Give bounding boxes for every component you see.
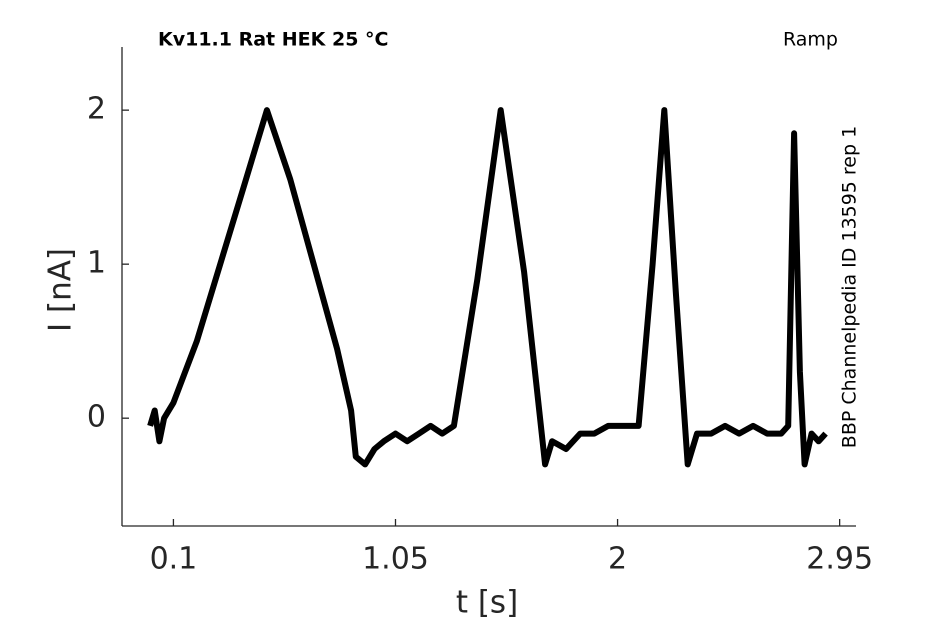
line-series (147, 107, 828, 468)
chart-title: Kv11.1 Rat HEK 25 °C (158, 29, 388, 51)
x-tick-label: 2.95 (806, 542, 873, 577)
x-tick-label: 1.05 (362, 542, 429, 577)
y-tick-label: 1 (87, 246, 106, 281)
chart-subtitle: Ramp (783, 29, 838, 51)
annotation: BBP Channelpedia ID 13595 rep 1 (839, 126, 861, 448)
y-tick-label: 0 (87, 400, 106, 435)
x-tick-label: 2 (608, 542, 627, 577)
x-tick-label: 0.1 (150, 542, 198, 577)
y-axis-label: I [nA] (43, 248, 79, 332)
y-tick-label: 2 (87, 92, 106, 127)
x-axis-label: t [s] (456, 585, 518, 621)
